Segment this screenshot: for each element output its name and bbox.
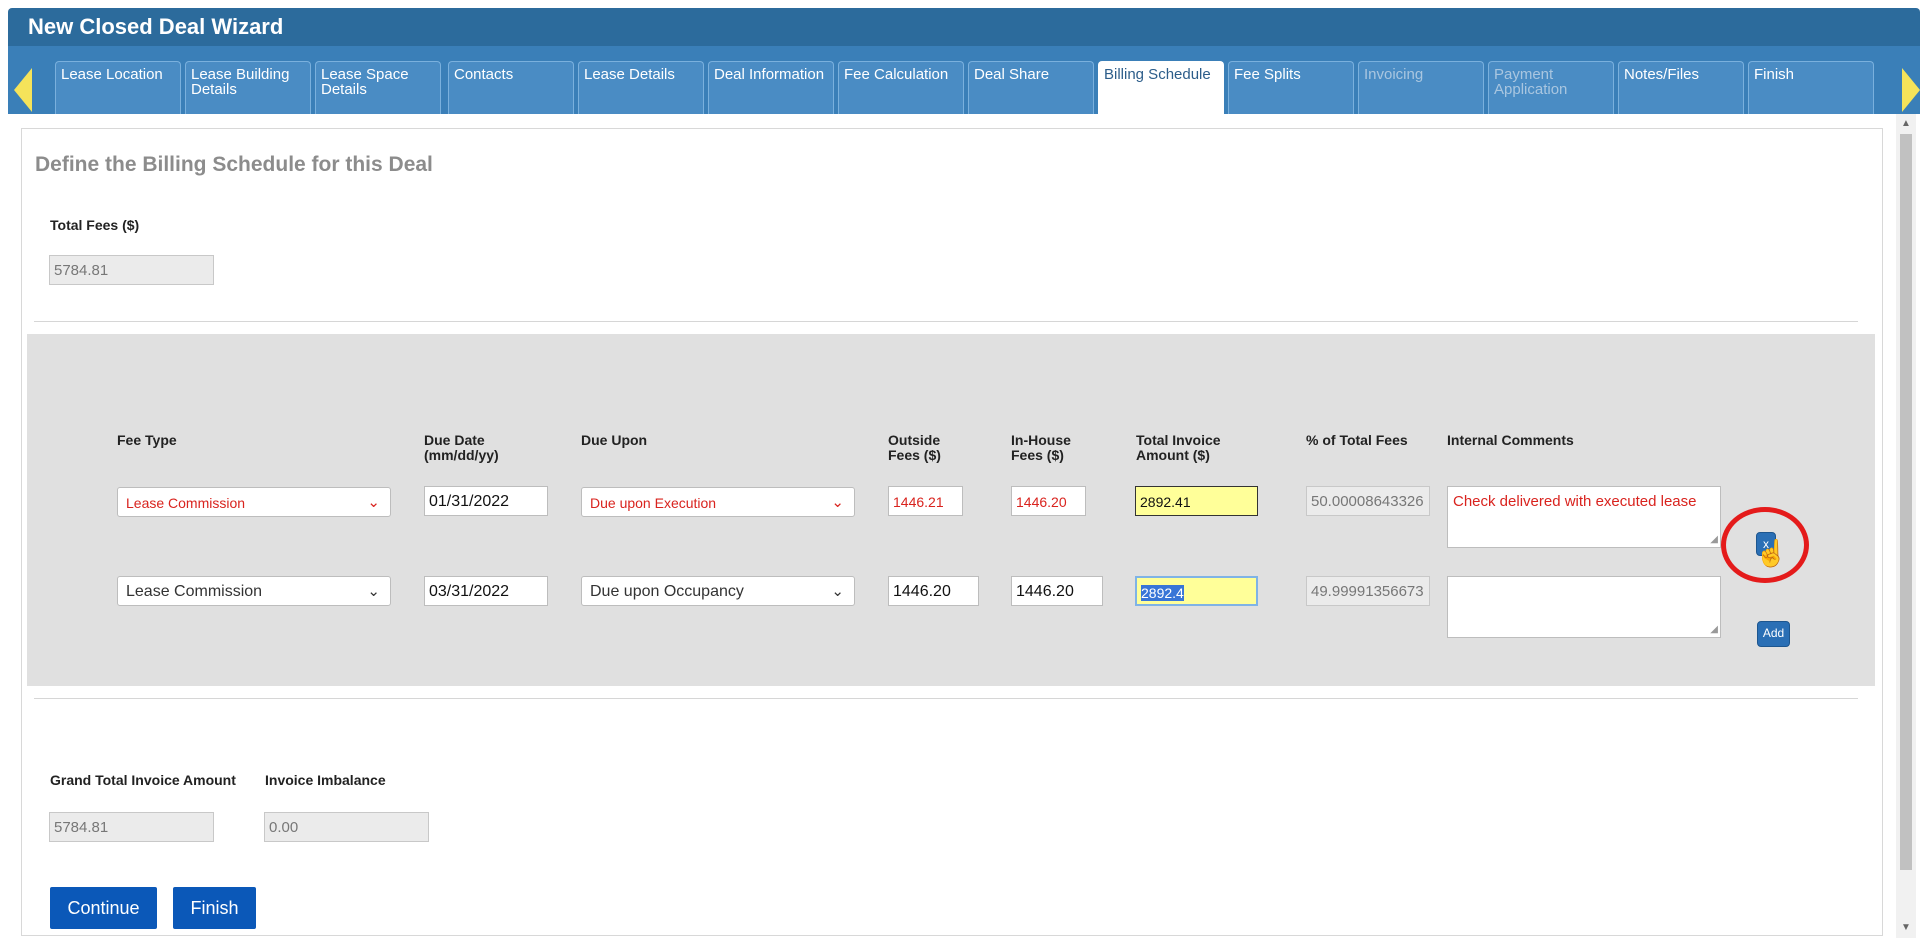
- chevron-down-icon: ⌄: [831, 494, 844, 511]
- header-pct-total: % of Total Fees: [1306, 432, 1408, 448]
- tab-contacts[interactable]: Contacts: [448, 61, 574, 114]
- tab-notes-files[interactable]: Notes/Files: [1618, 61, 1744, 114]
- chevron-down-icon: ⌄: [367, 583, 380, 600]
- grand-total-field: 5784.81: [49, 812, 214, 842]
- selected-text: 2892.4: [1141, 585, 1184, 601]
- chevron-down-icon: ⌄: [367, 494, 380, 511]
- header-fee-type: Fee Type: [117, 432, 177, 448]
- scroll-up-icon[interactable]: ▲: [1901, 118, 1911, 129]
- resize-grip-icon[interactable]: ◢: [1710, 624, 1718, 635]
- tab-billing-schedule[interactable]: Billing Schedule: [1098, 61, 1224, 114]
- grand-total-label: Grand Total Invoice Amount: [50, 772, 236, 788]
- arrow-left-icon[interactable]: [14, 68, 32, 112]
- header-inhouse-line2: Fees ($): [1011, 447, 1064, 463]
- scrollbar-thumb[interactable]: [1900, 134, 1912, 870]
- header-due-date-line2: (mm/dd/yy): [424, 447, 499, 463]
- header-outside-line1: Outside: [888, 432, 941, 448]
- invoice-imbalance-field: 0.00: [264, 812, 429, 842]
- tab-lease-location[interactable]: Lease Location: [55, 61, 181, 114]
- arrow-right-icon[interactable]: [1902, 68, 1920, 112]
- pct-total-field: 50.00008643326: [1306, 486, 1430, 516]
- header-due-upon: Due Upon: [581, 432, 648, 448]
- header-internal-comments: Internal Comments: [1447, 432, 1574, 448]
- fee-type-select[interactable]: Lease Commission ⌄: [117, 576, 391, 606]
- total-fees-label: Total Fees ($): [50, 217, 140, 233]
- tab-lease-details[interactable]: Lease Details: [578, 61, 704, 114]
- page-title: Define the Billing Schedule for this Dea…: [35, 153, 433, 176]
- tab-invoicing[interactable]: Invoicing: [1358, 61, 1484, 114]
- tab-deal-information[interactable]: Deal Information: [708, 61, 834, 114]
- scroll-down-icon[interactable]: ▼: [1901, 922, 1911, 933]
- divider: [34, 698, 1858, 699]
- due-upon-select[interactable]: Due upon Execution ⌄: [581, 487, 855, 517]
- hand-pointer-icon: ☝: [1755, 538, 1788, 568]
- header-total-line2: Amount ($): [1136, 447, 1210, 463]
- header-inhouse-line1: In-House: [1011, 432, 1071, 448]
- header-outside-line2: Fees ($): [888, 447, 941, 463]
- chevron-down-icon: ⌄: [831, 583, 844, 600]
- tab-payment-application[interactable]: Payment Application: [1488, 61, 1614, 114]
- internal-comments-textarea[interactable]: ◢: [1447, 576, 1721, 638]
- header-total-invoice: Total Invoice Amount ($): [1136, 433, 1221, 463]
- pct-total-field: 49.99991356673: [1306, 576, 1430, 606]
- tab-deal-share[interactable]: Deal Share: [968, 61, 1094, 114]
- inhouse-fees-input[interactable]: 1446.20: [1011, 576, 1103, 606]
- due-date-input[interactable]: 03/31/2022: [424, 576, 548, 606]
- tab-fee-splits[interactable]: Fee Splits: [1228, 61, 1354, 114]
- resize-grip-icon[interactable]: ◢: [1710, 534, 1718, 545]
- fee-type-value: Lease Commission: [126, 495, 246, 511]
- total-invoice-input[interactable]: 2892.41: [1135, 486, 1258, 516]
- divider: [34, 321, 1858, 322]
- total-fees-field: 5784.81: [49, 255, 214, 285]
- invoice-imbalance-label: Invoice Imbalance: [265, 772, 386, 788]
- header-inhouse-fees: In-House Fees ($): [1011, 433, 1071, 463]
- fee-type-select[interactable]: Lease Commission ⌄: [117, 487, 391, 517]
- due-date-input[interactable]: 01/31/2022: [424, 486, 548, 516]
- internal-comments-textarea[interactable]: Check delivered with executed lease ◢: [1447, 486, 1721, 548]
- internal-comments-text: Check delivered with executed lease: [1453, 493, 1697, 510]
- add-row-button[interactable]: Add: [1757, 621, 1790, 647]
- due-upon-select[interactable]: Due upon Occupancy ⌄: [581, 576, 855, 606]
- tab-finish[interactable]: Finish: [1748, 61, 1874, 114]
- header-total-line1: Total Invoice: [1136, 432, 1221, 448]
- header-outside-fees: Outside Fees ($): [888, 433, 941, 463]
- finish-button[interactable]: Finish: [173, 887, 256, 929]
- fee-type-value: Lease Commission: [126, 583, 263, 600]
- due-upon-value: Due upon Execution: [590, 495, 717, 511]
- header-due-date-line1: Due Date: [424, 432, 485, 448]
- annotation-circle: [1721, 507, 1809, 583]
- tab-lease-building-details[interactable]: Lease Building Details: [185, 61, 311, 114]
- scrollbar[interactable]: ▲ ▼: [1896, 114, 1916, 938]
- tab-lease-space-details[interactable]: Lease Space Details: [315, 61, 441, 114]
- total-invoice-input[interactable]: 2892.4: [1135, 576, 1258, 606]
- header-due-date: Due Date (mm/dd/yy): [424, 433, 499, 463]
- window-title: New Closed Deal Wizard: [28, 14, 284, 39]
- due-upon-value: Due upon Occupancy: [590, 583, 744, 600]
- outside-fees-input[interactable]: 1446.20: [888, 576, 979, 606]
- tab-fee-calculation[interactable]: Fee Calculation: [838, 61, 964, 114]
- inhouse-fees-input[interactable]: 1446.20: [1011, 486, 1086, 516]
- outside-fees-input[interactable]: 1446.21: [888, 486, 963, 516]
- continue-button[interactable]: Continue: [50, 887, 157, 929]
